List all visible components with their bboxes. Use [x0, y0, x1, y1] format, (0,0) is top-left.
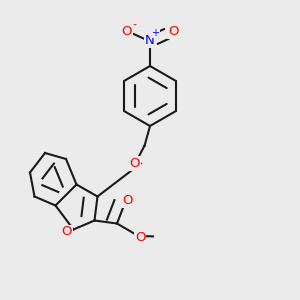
Text: O: O: [122, 194, 133, 207]
Text: O: O: [135, 231, 145, 244]
Text: O: O: [168, 25, 178, 38]
Text: N: N: [145, 34, 155, 47]
Text: +: +: [152, 28, 159, 38]
Text: -: -: [132, 19, 137, 29]
Text: O: O: [62, 225, 72, 239]
Text: O: O: [130, 157, 140, 170]
Text: O: O: [122, 25, 132, 38]
